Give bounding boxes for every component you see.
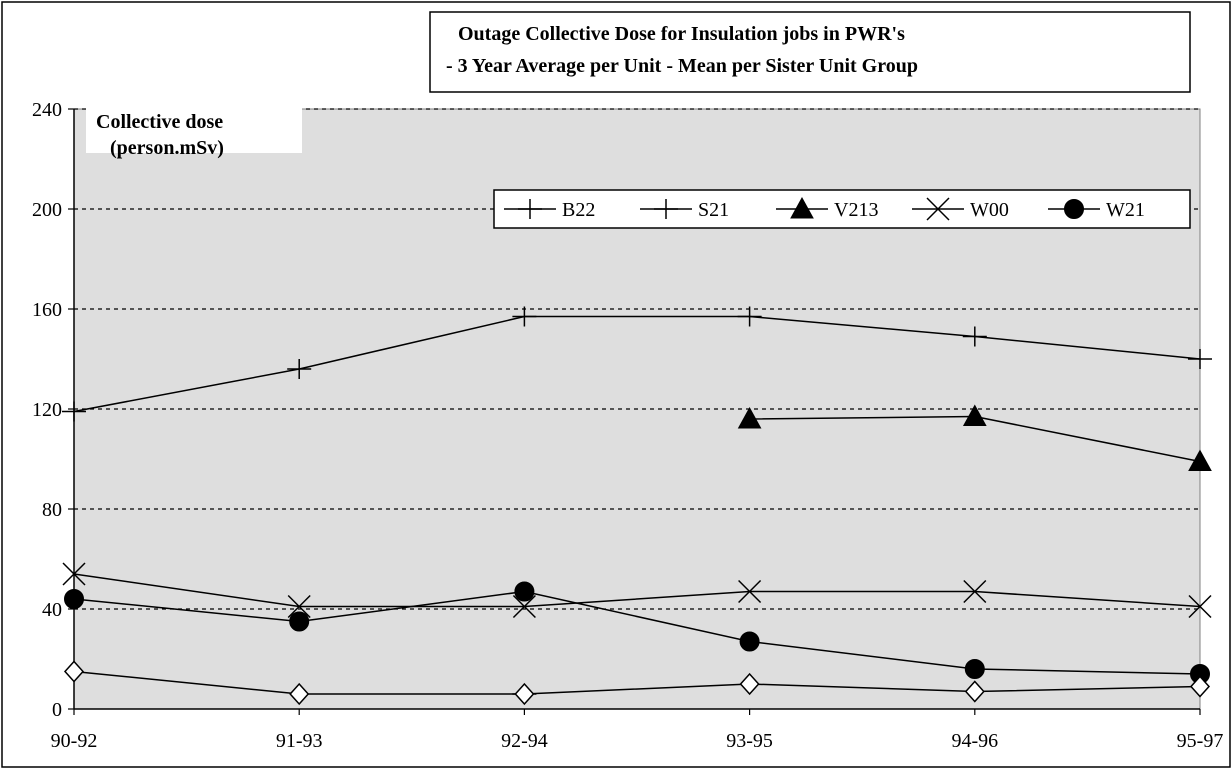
y-axis-label-line-2: (person.mSv) xyxy=(110,137,224,159)
y-axis-label-bg-top xyxy=(86,100,302,109)
x-tick-label: 93-95 xyxy=(726,730,773,752)
point-w21-91-93 xyxy=(290,612,309,631)
y-axis-label-line-1: Collective dose xyxy=(96,111,223,133)
y-tick-label: 160 xyxy=(32,299,62,321)
chart-title-line-1: Outage Collective Dose for Insulation jo… xyxy=(458,23,905,45)
y-tick-label: 80 xyxy=(42,499,62,521)
legend-label: B22 xyxy=(562,199,595,221)
legend-label: S21 xyxy=(698,199,729,221)
x-tick-label: 92-94 xyxy=(501,730,548,752)
y-tick-label: 240 xyxy=(32,99,62,121)
point-w21-92-94 xyxy=(515,582,534,601)
x-tick-label: 95-97 xyxy=(1177,730,1224,752)
x-tick-label: 91-93 xyxy=(276,730,323,752)
legend-label: V213 xyxy=(834,199,878,221)
legend-label: W00 xyxy=(970,199,1009,221)
point-w21-93-95 xyxy=(740,632,759,651)
y-tick-label: 120 xyxy=(32,399,62,421)
point-w21-94-96 xyxy=(965,660,984,679)
x-tick-label: 94-96 xyxy=(951,730,998,752)
legend-label: W21 xyxy=(1106,199,1145,221)
chart-title-box: Outage Collective Dose for Insulation jo… xyxy=(430,12,1190,92)
y-tick-label: 0 xyxy=(52,699,62,721)
y-tick-label: 200 xyxy=(32,199,62,221)
legend: B22 S21 V213 W00 W21 xyxy=(494,190,1190,228)
y-tick-label: 40 xyxy=(42,599,62,621)
x-tick-label: 90-92 xyxy=(51,730,98,752)
legend-marker-w21 xyxy=(1065,200,1084,219)
point-w21-90-92 xyxy=(65,590,84,609)
chart-title-line-2: - 3 Year Average per Unit - Mean per Sis… xyxy=(446,55,918,77)
y-axis-label-box: Collective dose (person.mSv) xyxy=(86,100,302,159)
